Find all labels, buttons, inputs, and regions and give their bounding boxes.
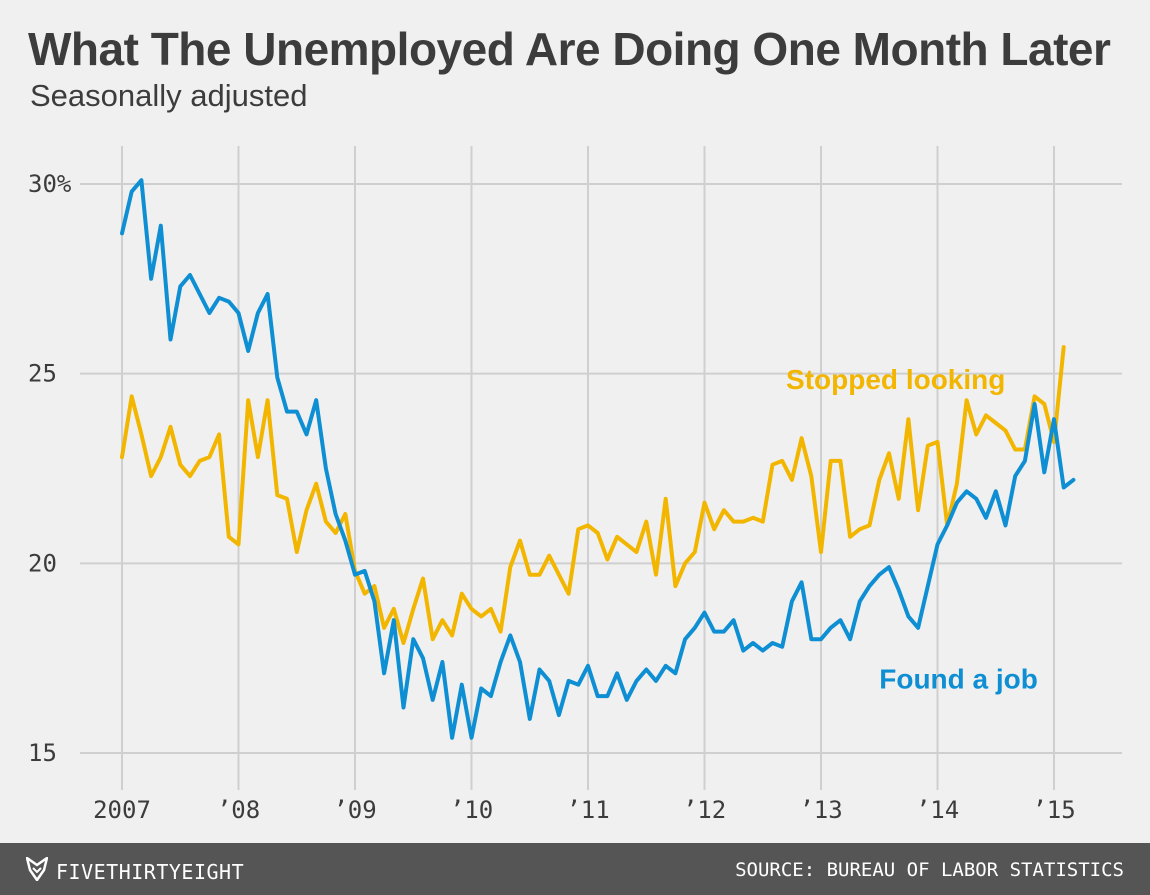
series-label-stopped-looking: Stopped looking [786, 364, 1005, 395]
axis-ticks: 30% 25 20 15 2007 ’08 ’09 ’10 ’11 ’12 ’13 ’14 ’15 [28, 170, 1076, 824]
x-tick-label: ’12 [683, 796, 726, 824]
brand[interactable]: FIVETHIRTYEIGHT [25, 856, 245, 886]
chart-subtitle: Seasonally adjusted [30, 78, 308, 113]
grid [80, 146, 1122, 790]
series-lines [120, 178, 1076, 740]
series-labels: Stopped looking Found a job [786, 364, 1038, 695]
line-chart: 30% 25 20 15 2007 ’08 ’09 ’10 ’11 ’12 ’13 ’14 ’15 St… [28, 146, 1122, 824]
brand-name: FIVETHIRTYEIGHT [56, 859, 245, 884]
x-tick-label: ’14 [916, 796, 959, 824]
x-tick-label: ’08 [217, 796, 260, 824]
x-tick-label: ’10 [450, 796, 493, 824]
series-line-stopped-looking [120, 345, 1066, 645]
x-tick-label: ’09 [333, 796, 376, 824]
source-credit: SOURCE: BUREAU OF LABOR STATISTICS [735, 859, 1124, 881]
x-tick-label: ’15 [1032, 796, 1075, 824]
x-tick-label: ’11 [566, 796, 609, 824]
y-tick-label: 30% [28, 170, 72, 198]
y-tick-label: 20 [28, 549, 57, 577]
fox-icon [25, 856, 49, 886]
x-tick-label: ’13 [799, 796, 842, 824]
chart-title: What The Unemployed Are Doing One Month … [28, 23, 1111, 75]
series-label-found-a-job: Found a job [879, 664, 1038, 695]
y-tick-label: 25 [28, 360, 57, 388]
footer-bar: FIVETHIRTYEIGHT SOURCE: BUREAU OF LABOR … [0, 843, 1150, 895]
x-tick-label: 2007 [93, 796, 151, 824]
y-tick-label: 15 [28, 739, 57, 767]
series-line-found-a-job [120, 178, 1076, 740]
